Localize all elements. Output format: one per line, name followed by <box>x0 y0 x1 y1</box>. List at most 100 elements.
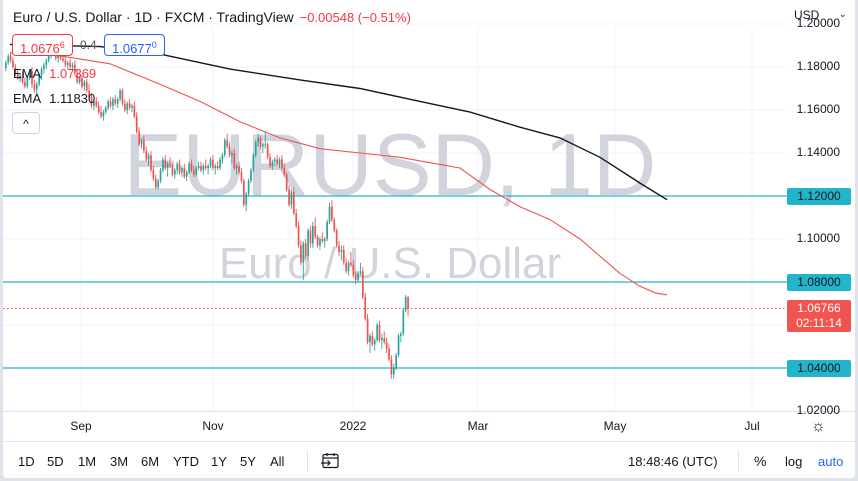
time-axis-label: Jul <box>744 419 760 433</box>
range-button-3m[interactable]: 3M <box>110 454 129 469</box>
currency-label: USD <box>794 8 820 22</box>
range-button-5y[interactable]: 5Y <box>240 454 256 469</box>
candle-body <box>116 99 119 104</box>
candle-body <box>304 243 307 257</box>
candle-body <box>385 342 388 349</box>
ema-slow-label: EMA <box>13 91 42 106</box>
candle-body <box>159 170 162 181</box>
candle-body <box>181 168 183 173</box>
candle-body <box>145 150 148 160</box>
collapse-legend-button[interactable]: ^ <box>12 112 40 134</box>
candle-body <box>383 337 386 343</box>
level-price-badge: 1.04000 <box>787 360 851 377</box>
sell-button[interactable]: 1.06766 <box>12 34 73 56</box>
candle-body <box>35 84 38 90</box>
candle-body <box>278 159 281 164</box>
ema-fast-line <box>9 52 668 296</box>
percent-scale-toggle[interactable]: % <box>754 453 767 469</box>
candle-body <box>200 165 202 171</box>
range-button-1d[interactable]: 1D <box>18 454 35 469</box>
candle-body <box>292 191 295 214</box>
date-range-icon[interactable] <box>321 452 341 470</box>
range-button-6m[interactable]: 6M <box>141 454 160 469</box>
range-button-1m[interactable]: 1M <box>78 454 97 469</box>
ema-fast-label: EMA <box>13 66 42 81</box>
candle-body <box>97 105 100 113</box>
candle-body <box>178 163 181 173</box>
candle-body <box>354 275 357 280</box>
range-button-5d[interactable]: 5D <box>47 454 64 469</box>
candle-body <box>331 206 333 220</box>
candle-body <box>71 64 74 67</box>
range-button-ytd[interactable]: YTD <box>173 454 199 469</box>
candle-body <box>119 90 121 100</box>
chart-settings-gear-icon[interactable]: ☼ <box>811 418 826 435</box>
candle-body <box>14 67 17 74</box>
price-axis-label: 1.18000 <box>796 59 840 73</box>
price-axis-label: 1.02000 <box>796 403 840 417</box>
range-button-1y[interactable]: 1Y <box>211 454 227 469</box>
candle-body <box>59 56 62 59</box>
candle-body <box>57 56 60 59</box>
candle-body <box>54 54 57 59</box>
range-button-all[interactable]: All <box>270 454 285 469</box>
candle-body <box>219 159 221 169</box>
candle-body <box>207 165 209 169</box>
candle-body <box>166 163 169 169</box>
candle-body <box>369 335 371 343</box>
candle-body <box>176 163 179 171</box>
candle-body <box>321 239 324 242</box>
candle-body <box>26 77 29 87</box>
watermark-description: Euro / U.S. Dollar <box>219 239 561 288</box>
log-scale-toggle[interactable]: log <box>785 454 803 469</box>
candle-body <box>85 82 88 91</box>
candle-body <box>326 221 328 239</box>
candle-body <box>285 174 288 190</box>
candle-body <box>400 333 402 336</box>
sell-price: 1.0676 <box>20 41 60 56</box>
candle-body <box>233 153 236 169</box>
candle-body <box>314 226 317 237</box>
candle-body <box>302 243 305 263</box>
candle-body <box>264 144 267 146</box>
ema-fast-value: 1.07369 <box>49 66 97 81</box>
chevron-down-icon: ⌄ <box>839 9 847 19</box>
buy-button[interactable]: 1.06770 <box>104 34 165 56</box>
candle-body <box>5 62 7 69</box>
candle-body <box>19 75 21 79</box>
spread-value: 0.4 <box>80 38 97 52</box>
candle-body <box>112 99 114 106</box>
candle-body <box>388 348 390 360</box>
candle-body <box>216 165 219 169</box>
candle-body <box>376 325 378 341</box>
candle-body <box>247 180 250 194</box>
candle-body <box>40 69 43 76</box>
symbol-legend[interactable]: Euro / U.S. Dollar · 1D · FXCM · Trading… <box>13 9 411 25</box>
candle-body <box>88 90 90 98</box>
ema-fast-legend[interactable]: EMA 1.07369 <box>13 66 96 81</box>
utc-clock[interactable]: 18:48:46 (UTC) <box>628 454 718 469</box>
currency-selector[interactable]: USD ⌄ <box>794 8 847 22</box>
candle-body <box>195 168 198 175</box>
candle-body <box>226 140 229 147</box>
candle-body <box>259 137 262 147</box>
candle-body <box>62 58 64 61</box>
candle-body <box>250 170 252 181</box>
auto-scale-toggle[interactable]: auto <box>818 454 844 469</box>
candle-body <box>188 163 190 173</box>
level-price-badge: 1.12000 <box>787 188 851 205</box>
candle-body <box>190 163 193 171</box>
candle-body <box>262 144 264 147</box>
ema-slow-legend[interactable]: EMA 1.11830 <box>13 91 95 106</box>
candle-body <box>333 219 336 231</box>
candle-body <box>362 271 364 298</box>
candle-body <box>238 165 240 173</box>
buy-price: 1.0677 <box>112 41 152 56</box>
candle-body <box>288 189 290 205</box>
candle-body <box>31 71 33 85</box>
candle-body <box>404 297 407 310</box>
candle-body <box>228 146 231 156</box>
candle-body <box>66 62 69 65</box>
candle-body <box>357 273 359 280</box>
